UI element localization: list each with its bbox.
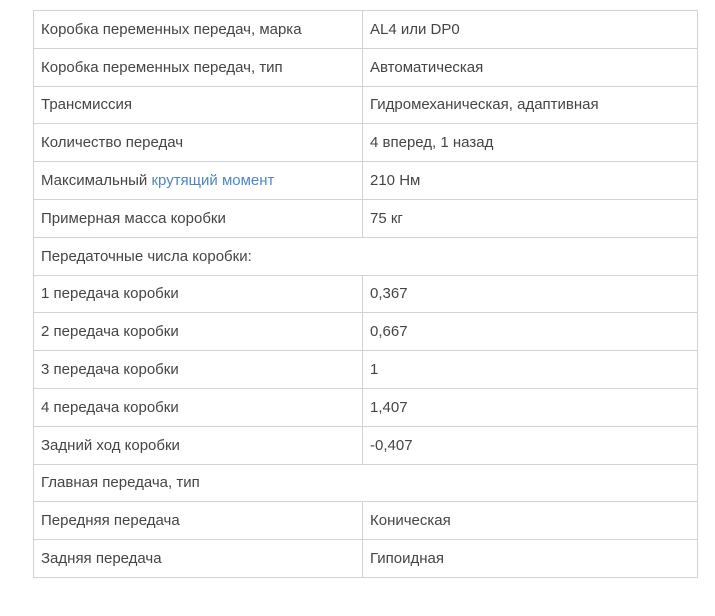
spec-label: Задний ход коробки [33, 425, 363, 465]
spec-value: 210 Нм [362, 161, 698, 200]
spec-value: 75 кг [362, 198, 698, 238]
section-row: Главная передача, тип [33, 463, 698, 503]
table-row: 3 передача коробки 1 [33, 350, 698, 389]
table-row: 4 передача коробки 1,407 [33, 387, 698, 427]
spec-value: 0,367 [362, 274, 698, 314]
spec-label: 2 передача коробки [33, 312, 363, 352]
spec-value: 4 вперед, 1 назад [362, 123, 698, 163]
gearbox-specs-table-body: Коробка переменных передач, марка AL4 или… [33, 10, 698, 578]
table-row: Передняя передача Коническая [33, 501, 698, 541]
spec-label: Трансмиссия [33, 85, 363, 125]
spec-label: Коробка переменных передач, тип [33, 47, 363, 87]
spec-label: 3 передача коробки [33, 350, 363, 389]
spec-label: 4 передача коробки [33, 387, 363, 427]
spec-label-text: Максимальный [41, 172, 152, 190]
spec-value: -0,407 [362, 425, 698, 465]
spec-value: Гипоидная [362, 539, 698, 578]
table-row: Максимальный крутящий момент 210 Нм [33, 161, 698, 200]
spec-value: Автоматическая [362, 47, 698, 87]
spec-value: Гидромеханическая, адаптивная [362, 85, 698, 125]
torque-link[interactable]: крутящий момент [151, 172, 275, 190]
spec-label: Задняя передача [33, 539, 363, 578]
table-row: Коробка переменных передач, марка AL4 или… [33, 10, 698, 49]
spec-label: Передняя передача [33, 501, 363, 541]
section-label: Главная передача, тип [33, 463, 698, 503]
spec-label: Примерная масса коробки [33, 198, 363, 238]
table-row: Количество передач 4 вперед, 1 назад [33, 123, 698, 163]
table-row: 1 передача коробки 0,367 [33, 274, 698, 314]
table-row: Трансмиссия Гидромеханическая, адаптивная [33, 85, 698, 125]
gearbox-specs-table: Коробка переменных передач, марка AL4 или… [33, 10, 698, 578]
table-row: Задний ход коробки -0,407 [33, 425, 698, 465]
spec-label: Максимальный крутящий момент [33, 161, 363, 200]
section-row: Передаточные числа коробки: [33, 236, 698, 276]
spec-value: Коническая [362, 501, 698, 541]
spec-value: 1,407 [362, 387, 698, 427]
spec-value: 0,667 [362, 312, 698, 352]
table-row: Примерная масса коробки 75 кг [33, 198, 698, 238]
table-row: Коробка переменных передач, тип Автоматич… [33, 47, 698, 87]
spec-label: 1 передача коробки [33, 274, 363, 314]
spec-value: AL4 или DP0 [362, 10, 698, 49]
spec-value: 1 [362, 350, 698, 389]
spec-label: Количество передач [33, 123, 363, 163]
table-row: Задняя передача Гипоидная [33, 539, 698, 578]
section-label: Передаточные числа коробки: [33, 236, 698, 276]
spec-label: Коробка переменных передач, марка [33, 10, 363, 49]
table-row: 2 передача коробки 0,667 [33, 312, 698, 352]
